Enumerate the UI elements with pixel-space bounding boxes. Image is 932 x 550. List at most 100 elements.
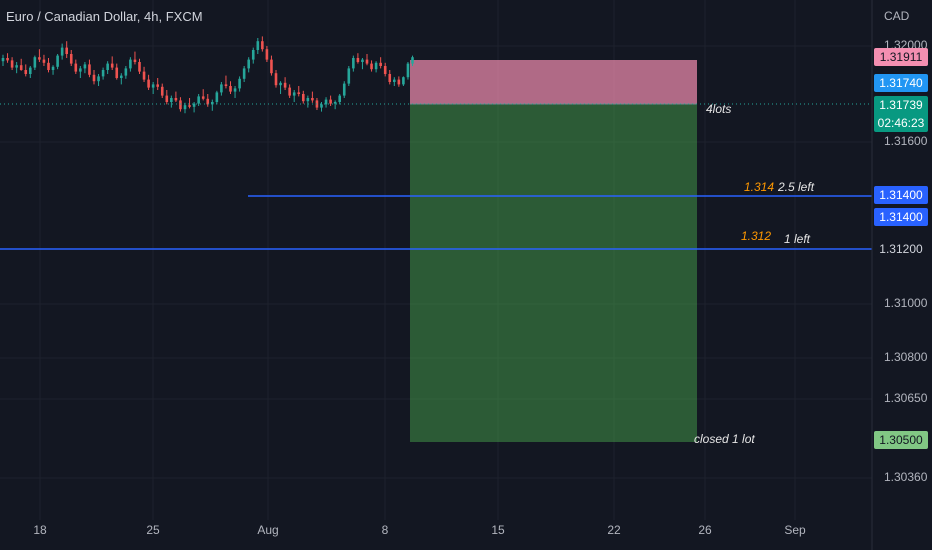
candle-body bbox=[211, 102, 214, 105]
candle-body bbox=[256, 41, 260, 50]
price-badge: 1.31400 bbox=[874, 186, 928, 204]
candle-body bbox=[311, 98, 314, 101]
candle-body bbox=[56, 55, 59, 67]
time-tick-label: Sep bbox=[784, 523, 806, 537]
price-badge-value: 1.31400 bbox=[879, 188, 923, 202]
candle-body bbox=[47, 62, 50, 70]
candlestick-series bbox=[1, 36, 414, 114]
candle-body bbox=[379, 62, 382, 66]
time-tick-label: 22 bbox=[607, 523, 621, 537]
candle-body bbox=[42, 59, 46, 63]
horizontal-levels[interactable] bbox=[0, 195, 872, 250]
candle-body bbox=[347, 68, 351, 84]
price-badge-value: 1.31200 bbox=[879, 242, 923, 256]
candle-body bbox=[238, 78, 241, 89]
candle-body bbox=[147, 79, 150, 88]
position-zones[interactable] bbox=[410, 60, 697, 442]
candle-body bbox=[79, 68, 82, 72]
price-tick-label: 1.31600 bbox=[884, 134, 928, 148]
candle-body bbox=[402, 77, 405, 85]
axis-currency: CAD bbox=[884, 9, 910, 23]
candle-body bbox=[69, 54, 73, 64]
candle-body bbox=[261, 41, 264, 50]
candle-body bbox=[24, 70, 28, 74]
countdown-timer: 02:46:23 bbox=[877, 116, 925, 130]
time-tick-label: 25 bbox=[146, 523, 160, 537]
candle-body bbox=[361, 59, 364, 62]
candle-body bbox=[120, 75, 123, 78]
candle-body bbox=[333, 102, 337, 104]
candle-body bbox=[320, 104, 323, 108]
candle-body bbox=[106, 63, 109, 70]
candle-body bbox=[342, 83, 346, 96]
candle-body bbox=[247, 59, 250, 69]
candle-body bbox=[92, 74, 96, 82]
price-badge: 1.30500 bbox=[874, 431, 928, 449]
candle-body bbox=[288, 87, 291, 96]
candle-body bbox=[201, 96, 205, 99]
candle-body bbox=[6, 58, 9, 61]
candle-body bbox=[19, 65, 23, 70]
price-badge-value: 1.30500 bbox=[879, 433, 923, 447]
candle-body bbox=[365, 59, 369, 64]
candle-body bbox=[229, 86, 232, 92]
price-badge-value: 1.31740 bbox=[879, 76, 923, 90]
candle-body bbox=[160, 86, 164, 96]
price-badge-value: 1.31739 bbox=[879, 98, 923, 112]
candle-body bbox=[411, 57, 414, 64]
candle-body bbox=[292, 92, 296, 96]
candle-body bbox=[329, 99, 332, 104]
candle-body bbox=[156, 84, 159, 87]
candle-body bbox=[74, 63, 78, 72]
candle-body bbox=[138, 62, 141, 72]
time-tick-label: 8 bbox=[381, 523, 389, 537]
price-badge-value: 1.31400 bbox=[879, 210, 923, 224]
time-tick-label: 15 bbox=[491, 523, 505, 537]
candle-body bbox=[197, 96, 200, 104]
candle-body bbox=[170, 98, 173, 102]
price-tick-label: 1.30650 bbox=[884, 391, 928, 405]
candle-body bbox=[174, 98, 178, 101]
time-tick-label: 18 bbox=[33, 523, 47, 537]
candle-body bbox=[65, 47, 68, 54]
candle-body bbox=[302, 94, 305, 102]
price-badge: 1.31400 bbox=[874, 208, 928, 226]
price-tick-label: 1.31000 bbox=[884, 296, 928, 310]
candle-body bbox=[129, 59, 132, 69]
level-price-label: 1.314 bbox=[744, 180, 775, 194]
candle-body bbox=[124, 68, 128, 76]
take-profit-zone[interactable] bbox=[410, 104, 697, 442]
candle-body bbox=[83, 64, 87, 69]
candle-body bbox=[324, 99, 328, 105]
candle-body bbox=[306, 98, 310, 102]
candle-body bbox=[133, 59, 137, 62]
price-badge: 1.31740 bbox=[874, 74, 928, 92]
level-remaining-label: 2.5 left bbox=[778, 180, 815, 194]
price-tick-label: 1.30360 bbox=[884, 470, 928, 484]
candle-body bbox=[151, 84, 155, 88]
candle-body bbox=[283, 82, 287, 88]
stop-loss-zone[interactable] bbox=[410, 60, 697, 104]
candle-body bbox=[88, 64, 91, 75]
candle-body bbox=[352, 58, 355, 69]
candle-body bbox=[110, 63, 114, 68]
candle-body bbox=[165, 95, 169, 102]
candle-body bbox=[383, 66, 387, 74]
candle-body bbox=[220, 84, 223, 93]
candle-body bbox=[233, 88, 237, 92]
candle-body bbox=[215, 92, 219, 102]
candle-body bbox=[274, 73, 278, 86]
candle-body bbox=[356, 58, 360, 62]
candle-body bbox=[15, 65, 18, 68]
price-badge-value: 1.31911 bbox=[879, 50, 923, 64]
candle-body bbox=[142, 71, 146, 80]
candle-body bbox=[33, 57, 37, 68]
candle-body bbox=[297, 92, 301, 94]
price-tick-label: 1.30800 bbox=[884, 350, 928, 364]
candle-body bbox=[115, 67, 119, 78]
entry-lots-label: 4lots bbox=[706, 102, 732, 116]
candle-body bbox=[242, 68, 246, 79]
level-remaining-label: 1 left bbox=[784, 232, 811, 246]
candle-body bbox=[183, 105, 187, 110]
